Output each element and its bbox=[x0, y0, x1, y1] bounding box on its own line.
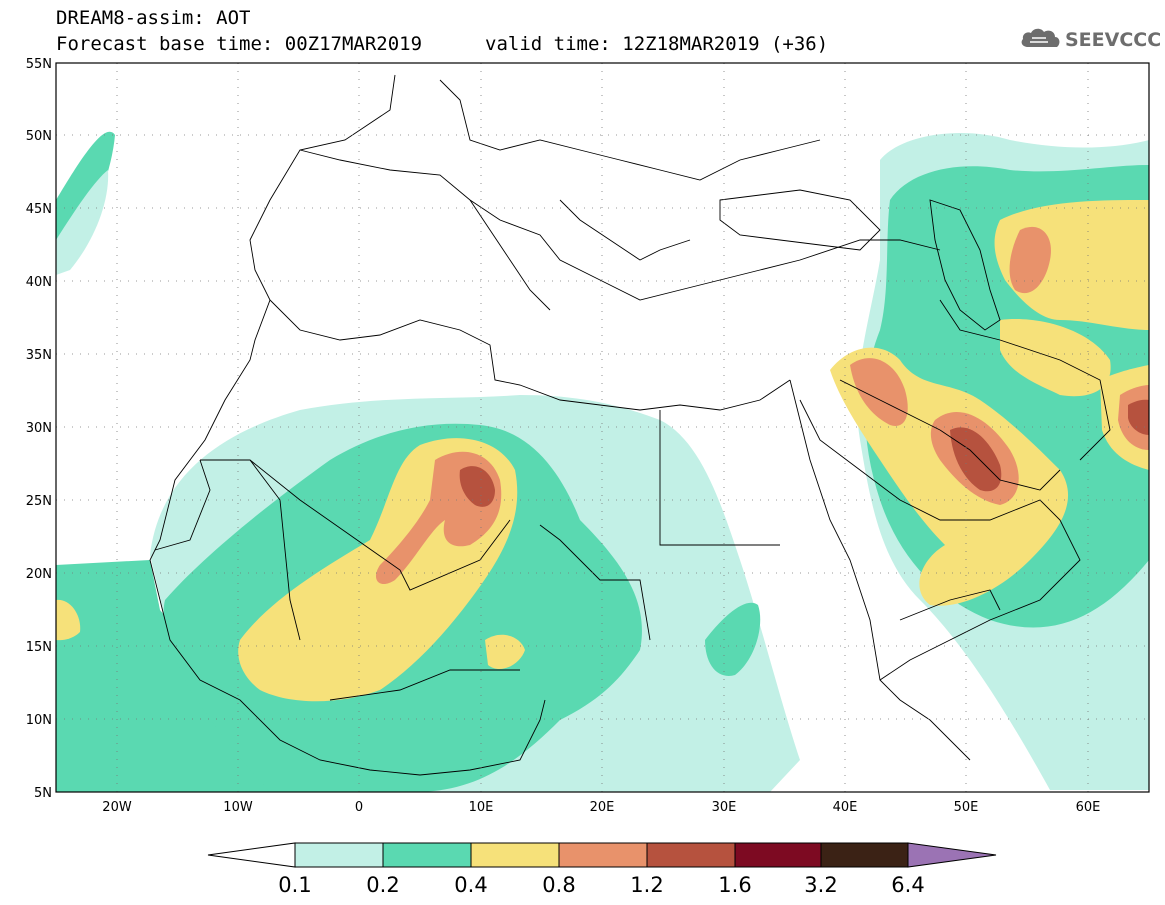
colorbar-tick-label: 0.8 bbox=[542, 873, 575, 897]
coastline-italy bbox=[469, 199, 551, 311]
boundaries bbox=[149, 74, 1111, 776]
colorbar-tick-label: 0.4 bbox=[454, 873, 487, 897]
lat-axis: 5N 10N 15N 20N 25N 30N 35N 40N 45N 50N 5… bbox=[26, 57, 52, 801]
colorbar-tick-label: 0.1 bbox=[278, 873, 311, 897]
border-sudan-chad bbox=[539, 524, 651, 641]
coastline-west-africa bbox=[149, 74, 546, 776]
lon-tick-label: 20W bbox=[102, 800, 132, 815]
border-algeria-mali bbox=[249, 459, 511, 591]
aot-contour-sahara-04b bbox=[485, 634, 525, 670]
colorbar-tick-label: 3.2 bbox=[804, 873, 837, 897]
colorbar-swatch bbox=[646, 842, 736, 868]
lon-tick-label: 60E bbox=[1076, 800, 1101, 815]
aot-contour-caspian-08 bbox=[1009, 226, 1051, 294]
colorbar-tick-label: 1.6 bbox=[718, 873, 751, 897]
aot-contour-atlantic-north-01 bbox=[56, 170, 109, 275]
aot-contour-iran-04 bbox=[1000, 319, 1111, 397]
lat-tick-label: 10N bbox=[26, 713, 52, 728]
coastline-caspian bbox=[929, 199, 1001, 331]
aot-contour-sahara-12 bbox=[459, 466, 495, 507]
lat-tick-label: 25N bbox=[26, 494, 52, 509]
colorbar-tick-label: 1.2 bbox=[630, 873, 663, 897]
lat-tick-label: 40N bbox=[26, 275, 52, 290]
border-morocco-western-sahara bbox=[154, 459, 211, 551]
colorbar-high-arrow bbox=[907, 842, 997, 868]
lon-tick-label: 10W bbox=[223, 800, 253, 815]
aot-contour-gulf-12 bbox=[950, 427, 1002, 492]
valid-time: valid time: 12Z18MAR2019 (+36) bbox=[485, 33, 829, 55]
lat-tick-label: 50N bbox=[26, 129, 52, 144]
aot-contour-gulf-08 bbox=[850, 358, 908, 426]
lat-tick-label: 55N bbox=[26, 57, 52, 72]
aot-shading bbox=[56, 131, 1149, 792]
border-niger-nigeria bbox=[329, 669, 520, 701]
border-europe-inner bbox=[439, 79, 821, 181]
coastline-persian-gulf bbox=[939, 429, 1061, 491]
colorbar-swatch bbox=[382, 842, 472, 868]
lon-tick-label: 40E bbox=[833, 800, 858, 815]
lon-axis: 20W 10W 0 10E 20E 30E 40E 50E 60E bbox=[102, 800, 1100, 815]
border-balkans bbox=[559, 199, 691, 261]
aot-contour-pakistan-12 bbox=[1128, 399, 1149, 435]
lon-tick-label: 0 bbox=[355, 800, 363, 815]
forecast-base-time: Forecast base time: 00Z17MAR2019 bbox=[56, 33, 423, 55]
coastline-europe bbox=[299, 149, 941, 301]
lon-tick-label: 50E bbox=[954, 800, 979, 815]
colorbar-swatch bbox=[820, 842, 909, 868]
lon-tick-label: 30E bbox=[712, 800, 737, 815]
coastline-black-sea bbox=[719, 189, 881, 251]
lat-tick-label: 35N bbox=[26, 348, 52, 363]
colorbar-tick-label: 0.2 bbox=[366, 873, 399, 897]
title-line-1: DREAM8-assim: AOT bbox=[56, 7, 251, 29]
colorbar: 0.1 0.2 0.4 0.8 1.2 1.6 3.2 6.4 bbox=[207, 842, 997, 897]
lat-tick-label: 20N bbox=[26, 567, 52, 582]
cloud-icon bbox=[1018, 25, 1062, 55]
border-arabia-yemen bbox=[899, 589, 1001, 621]
lat-tick-label: 30N bbox=[26, 421, 52, 436]
coastline-mediterranean-south bbox=[269, 299, 791, 411]
colorbar-swatch bbox=[734, 842, 822, 868]
lon-tick-label: 10E bbox=[469, 800, 494, 815]
colorbar-swatch bbox=[294, 842, 384, 868]
border-saudi-iraq bbox=[839, 379, 941, 431]
colorbar-swatch bbox=[558, 842, 648, 868]
colorbar-low-arrow bbox=[207, 842, 296, 868]
border-iran bbox=[939, 299, 1111, 461]
map-frame bbox=[55, 62, 1150, 793]
lon-tick-label: 20E bbox=[590, 800, 615, 815]
logo-text: SEEVCCC bbox=[1065, 29, 1162, 51]
colorbar-tick-label: 6.4 bbox=[891, 873, 924, 897]
seevccc-logo: SEEVCCC bbox=[1018, 26, 1161, 54]
coastline-arabia bbox=[799, 399, 1081, 681]
aot-contour-sudan-02 bbox=[705, 602, 761, 676]
aot-contour-atlantic-04 bbox=[56, 599, 81, 641]
lat-tick-label: 15N bbox=[26, 640, 52, 655]
lat-tick-label: 45N bbox=[26, 202, 52, 217]
coastline-red-sea bbox=[789, 379, 971, 761]
colorbar-swatch bbox=[470, 842, 560, 868]
lat-tick-label: 5N bbox=[34, 786, 52, 801]
